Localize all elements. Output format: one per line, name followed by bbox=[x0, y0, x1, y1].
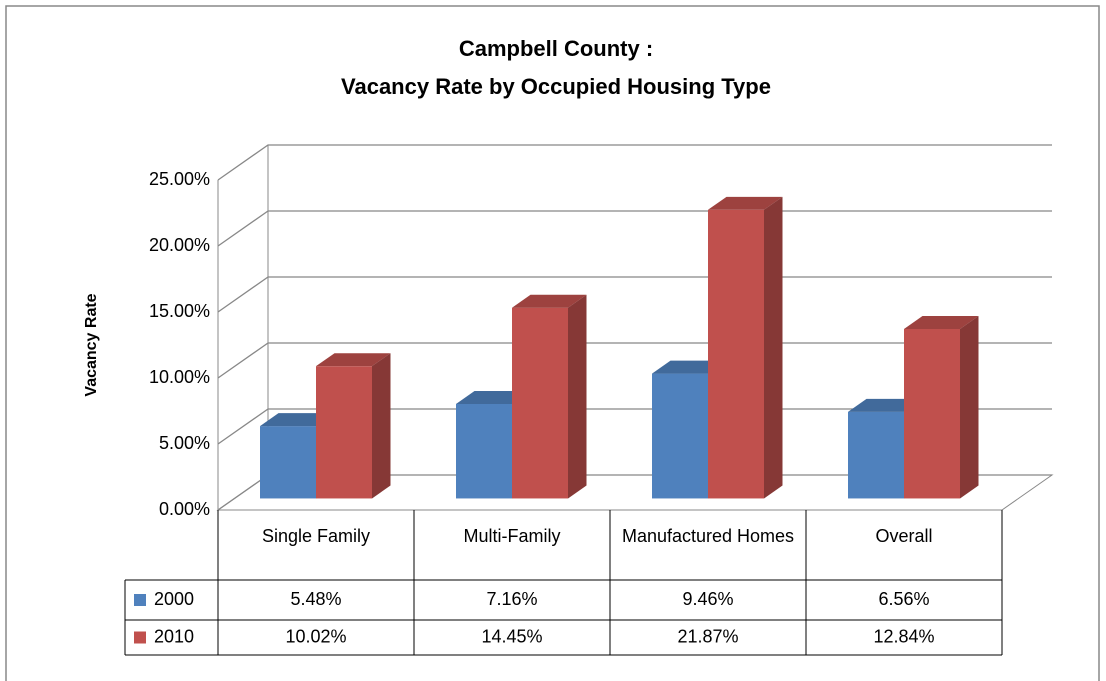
bar-top bbox=[260, 413, 335, 427]
legend-label: 2010 bbox=[154, 626, 194, 646]
bar bbox=[904, 328, 960, 499]
grid-line bbox=[217, 408, 1052, 445]
bar bbox=[652, 373, 708, 499]
bar bbox=[512, 307, 568, 499]
data-label: 9.46% bbox=[682, 589, 733, 609]
bar-side bbox=[568, 294, 587, 499]
bar-side bbox=[764, 196, 783, 499]
legend-label: 2000 bbox=[154, 589, 194, 609]
bar bbox=[260, 426, 316, 499]
bar-top bbox=[848, 398, 923, 412]
y-tick-label: 10.00% bbox=[149, 367, 210, 387]
legend-swatch bbox=[134, 631, 146, 644]
data-label: 7.16% bbox=[486, 589, 537, 609]
bar bbox=[708, 209, 764, 499]
y-tick-label: 20.00% bbox=[149, 235, 210, 255]
y-axis-label: Vacancy Rate bbox=[83, 293, 100, 396]
x-tick-label: Multi-Family bbox=[464, 526, 561, 546]
bar bbox=[456, 403, 512, 499]
bar-top bbox=[456, 390, 531, 404]
bar-top bbox=[708, 196, 783, 210]
bar-top bbox=[904, 316, 979, 329]
bar-top bbox=[512, 294, 587, 308]
bar bbox=[316, 366, 372, 499]
bar bbox=[848, 411, 904, 499]
x-tick-label: Overall bbox=[875, 526, 932, 546]
chart-title: Vacancy Rate by Occupied Housing Type bbox=[341, 74, 771, 99]
data-label: 12.84% bbox=[873, 626, 934, 646]
data-label: 21.87% bbox=[677, 626, 738, 646]
grid-line bbox=[217, 342, 1052, 379]
y-tick-label: 25.00% bbox=[149, 169, 210, 189]
bar-top bbox=[316, 353, 391, 367]
data-label: 6.56% bbox=[878, 589, 929, 609]
x-tick-label: Single Family bbox=[262, 526, 370, 546]
y-tick-label: 0.00% bbox=[159, 499, 210, 519]
y-tick-label: 15.00% bbox=[149, 301, 210, 321]
legend-swatch bbox=[134, 594, 146, 606]
grid-line bbox=[217, 144, 1052, 181]
data-label: 14.45% bbox=[481, 626, 542, 646]
y-tick-label: 5.00% bbox=[159, 433, 210, 453]
data-label: 10.02% bbox=[285, 626, 346, 646]
bar-top bbox=[652, 360, 727, 374]
grid-line bbox=[217, 210, 1052, 247]
bar-side bbox=[372, 353, 391, 499]
data-label: 5.48% bbox=[290, 589, 341, 609]
chart-title: Campbell County : bbox=[459, 36, 653, 61]
x-tick-label: Manufactured Homes bbox=[622, 526, 794, 546]
grid-line bbox=[217, 276, 1052, 313]
bar-side bbox=[960, 316, 979, 499]
